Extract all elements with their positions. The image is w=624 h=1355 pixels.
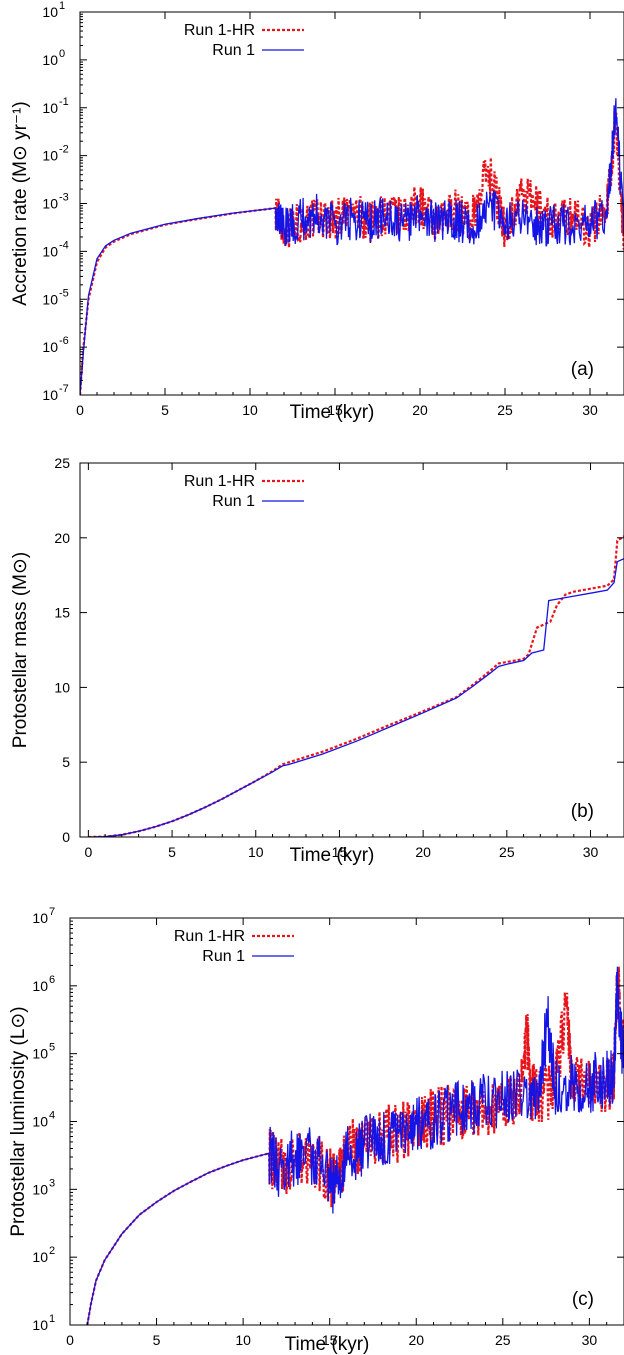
y-tick-exponent: 4 (49, 1110, 55, 1122)
y-tick-exponent: 2 (49, 1245, 55, 1257)
x-tick-label: 10 (235, 1332, 251, 1348)
y-axis-label: Protostellar mass (M⊙) (10, 552, 31, 748)
legend: Run 1-HR Run 1 (184, 22, 304, 59)
x-axis-label: Time (kyr) (290, 845, 375, 866)
panel-label: (a) (571, 359, 594, 380)
series-run-1-hr-line (88, 535, 624, 837)
plot-frame (79, 462, 624, 838)
legend-label: Run 1-HR (184, 473, 255, 490)
y-tick-label: 10 (42, 196, 58, 212)
y-tick-exponent: -5 (59, 287, 69, 299)
y-tick-exponent: 7 (49, 906, 55, 918)
plot-area (80, 98, 624, 395)
panel-b: 0 5 10 15 20 25 30 0 5 10 15 20 25 Time (kyr) Protoste… (10, 455, 624, 866)
x-tick-label: 25 (497, 402, 513, 418)
x-tick-label: 15 (332, 844, 348, 860)
y-tick-exponent: -7 (59, 383, 69, 395)
y-tick-label: 15 (54, 605, 70, 621)
y-tick-label: 0 (62, 829, 70, 845)
y-tick-exponent: -4 (59, 239, 69, 251)
series-run-1-line (80, 98, 624, 395)
y-tick-label: 10 (54, 679, 70, 695)
legend-label: Run 1-HR (174, 928, 245, 945)
y-tick-label: 10 (32, 978, 48, 994)
x-tick-label: 25 (499, 844, 515, 860)
y-tick-label: 10 (42, 339, 58, 355)
x-tick-label: 0 (84, 844, 92, 860)
legend-label: Run 1 (202, 948, 245, 965)
legend-label: Run 1-HR (184, 22, 255, 39)
x-tick-label: 15 (322, 1332, 338, 1348)
y-tick-exponent: 5 (49, 1042, 55, 1054)
panel-a: 0 5 10 15 20 25 3010-710-610-510-410-310-210-1… (10, 0, 624, 423)
x-tick-label: 30 (582, 1332, 598, 1348)
y-tick-exponent: -2 (59, 144, 69, 156)
series-run-1-hr-line (80, 109, 624, 395)
plot-area (86, 966, 624, 1325)
y-axis-label: Protostellar luminosity (L⊙) (8, 1006, 29, 1236)
legend-label: Run 1 (212, 493, 255, 510)
panel-label: (c) (572, 1289, 594, 1310)
y-tick-label: 10 (32, 1249, 48, 1265)
x-tick-label: 0 (66, 1332, 74, 1348)
y-tick-label: 10 (32, 910, 48, 926)
y-tick-exponent: -3 (59, 192, 69, 204)
x-tick-label: 20 (415, 844, 431, 860)
y-tick-exponent: -1 (59, 96, 69, 108)
y-tick-label: 10 (32, 1317, 48, 1333)
x-tick-label: 5 (168, 844, 176, 860)
y-tick-label: 10 (42, 4, 58, 20)
y-tick-exponent: 6 (49, 974, 55, 986)
x-tick-label: 20 (412, 402, 428, 418)
x-tick-label: 5 (161, 402, 169, 418)
plot-frame (79, 11, 624, 396)
y-tick-label: 10 (42, 52, 58, 68)
y-axis-label: Accretion rate (M⊙ yr⁻¹) (10, 101, 31, 305)
y-tick-label: 10 (42, 100, 58, 116)
x-tick-label: 20 (408, 1332, 424, 1348)
x-tick-label: 30 (582, 402, 598, 418)
y-tick-label: 10 (32, 1046, 48, 1062)
x-tick-label: 0 (76, 402, 84, 418)
y-tick-exponent: 0 (59, 48, 65, 60)
plot-area (88, 535, 624, 837)
y-tick-label: 25 (54, 455, 70, 471)
series-run-1-line (88, 558, 624, 837)
y-tick-label: 10 (32, 1181, 48, 1197)
y-tick-label: 10 (42, 148, 58, 164)
legend-label: Run 1 (212, 42, 255, 59)
x-tick-label: 30 (583, 844, 599, 860)
x-tick-label: 15 (327, 402, 343, 418)
y-tick-label: 20 (54, 530, 70, 546)
series-run-1-line (86, 966, 624, 1325)
x-tick-label: 25 (495, 1332, 511, 1348)
x-axis-label: Time (kyr) (285, 1334, 370, 1355)
panel-label: (b) (571, 801, 594, 822)
y-tick-label: 5 (62, 754, 70, 770)
y-tick-label: 10 (42, 387, 58, 403)
x-tick-label: 10 (242, 402, 258, 418)
x-tick-label: 10 (248, 844, 264, 860)
y-tick-exponent: 3 (49, 1177, 55, 1189)
y-tick-exponent: -6 (59, 335, 69, 347)
legend: Run 1-HR Run 1 (184, 473, 304, 510)
y-tick-exponent: 1 (49, 1313, 55, 1325)
y-tick-label: 10 (42, 243, 58, 259)
legend: Run 1-HR Run 1 (174, 928, 294, 965)
y-tick-label: 10 (32, 1114, 48, 1130)
x-tick-label: 5 (153, 1332, 161, 1348)
x-axis-label: Time (kyr) (290, 402, 375, 423)
y-tick-label: 10 (42, 291, 58, 307)
y-tick-exponent: 1 (59, 0, 65, 12)
